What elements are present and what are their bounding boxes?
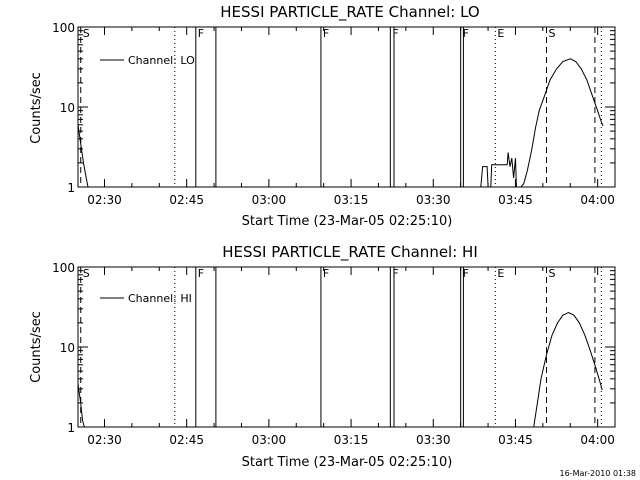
- x-tick-label: 03:15: [334, 433, 369, 447]
- y-tick-label: 100: [52, 261, 75, 275]
- legend-label: Channel: HI: [128, 292, 192, 305]
- x-tick-label: 03:45: [498, 433, 533, 447]
- chart-panel-lo: HESSI PARTICLE_RATE Channel: LO Start Ti…: [29, 3, 616, 229]
- marker-label: F: [392, 267, 398, 280]
- axis-ticks: 02:30 02:45 03:00 03:15 03:30 03:45 04:00 1 10 10…: [52, 261, 615, 447]
- data-series: [77, 311, 603, 428]
- x-tick-label: 03:45: [498, 193, 533, 207]
- marker-label: S: [83, 27, 90, 40]
- x-tick-label: 04:00: [580, 433, 615, 447]
- y-axis-label: Counts/sec: [29, 311, 44, 383]
- y-tick-label: 100: [52, 21, 75, 35]
- chart-title: HESSI PARTICLE_RATE Channel: LO: [220, 3, 479, 22]
- data-series: [77, 58, 604, 188]
- y-tick-label: 10: [60, 101, 75, 115]
- marker-label: E: [497, 27, 504, 40]
- series-line: [77, 383, 85, 428]
- y-axis-label: Counts/sec: [29, 72, 44, 144]
- y-tick-label: 1: [67, 181, 75, 195]
- marker-label: S: [549, 27, 556, 40]
- marker-label: F: [463, 27, 469, 40]
- marker-label: S: [83, 267, 90, 280]
- x-tick-label: 02:30: [87, 193, 122, 207]
- x-tick-label: 03:30: [416, 193, 451, 207]
- marker-label: F: [198, 267, 204, 280]
- legend: Channel: HI: [100, 292, 192, 305]
- marker-label: F: [392, 27, 398, 40]
- marker-label: F: [198, 27, 204, 40]
- marker-label: E: [497, 267, 504, 280]
- marker-label: F: [463, 267, 469, 280]
- axis-ticks: 02:30 02:45 03:00 03:15 03:30 03:45 04:00 1 10 10…: [52, 21, 615, 207]
- legend: Channel: LO: [100, 54, 195, 67]
- x-tick-label: 04:00: [580, 193, 615, 207]
- y-tick-label: 1: [67, 421, 75, 435]
- x-axis-label: Start Time (23-Mar-05 02:25:10): [242, 214, 453, 229]
- plot-frame: [77, 266, 616, 428]
- x-tick-label: 03:00: [252, 433, 287, 447]
- chart-panel-hi: HESSI PARTICLE_RATE Channel: HI Start Ti…: [29, 243, 616, 470]
- x-tick-label: 03:00: [252, 193, 287, 207]
- footer-timestamp: 16-Mar-2010 01:38: [560, 469, 637, 478]
- x-tick-label: 02:30: [87, 433, 122, 447]
- y-tick-label: 10: [60, 341, 75, 355]
- plot-frame: [77, 26, 616, 188]
- x-axis-label: Start Time (23-Mar-05 02:25:10): [242, 455, 453, 470]
- marker-label: F: [323, 267, 329, 280]
- series-line: [480, 58, 604, 188]
- legend-label: Channel: LO: [128, 54, 195, 67]
- marker-label: S: [549, 267, 556, 280]
- x-tick-label: 03:30: [416, 433, 451, 447]
- series-line: [533, 311, 603, 428]
- x-tick-label: 02:45: [169, 433, 204, 447]
- chart-title: HESSI PARTICLE_RATE Channel: HI: [222, 243, 478, 262]
- series-line: [77, 124, 89, 188]
- marker-label: F: [323, 27, 329, 40]
- x-tick-label: 03:15: [334, 193, 369, 207]
- x-tick-label: 02:45: [169, 193, 204, 207]
